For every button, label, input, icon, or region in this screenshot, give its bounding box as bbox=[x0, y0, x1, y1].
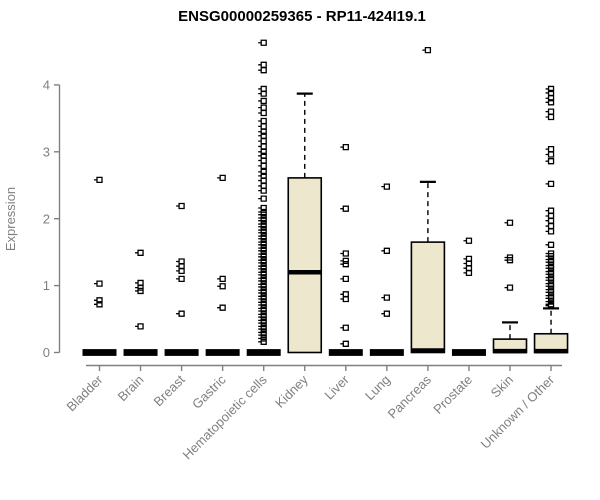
boxplot-unknown-other bbox=[533, 85, 569, 354]
x-category-label-lung: Lung bbox=[362, 372, 393, 403]
chart-title: ENSG00000259365 - RP11-424I19.1 bbox=[178, 8, 426, 25]
boxplot-bladder bbox=[82, 176, 117, 356]
zero-median-bar bbox=[369, 349, 404, 356]
x-category-label-unknown-other: Unknown / Other bbox=[478, 372, 558, 452]
zero-median-bar bbox=[164, 349, 199, 356]
outlier-points bbox=[135, 249, 144, 330]
x-category-label-pancreas: Pancreas bbox=[385, 372, 435, 422]
box-rect bbox=[410, 241, 446, 354]
x-category-label-bladder: Bladder bbox=[63, 372, 106, 415]
boxplot-skin bbox=[492, 219, 528, 354]
zero-median-bar bbox=[328, 349, 363, 356]
boxplot-hematopoietic-cells bbox=[246, 39, 281, 356]
zero-median-bar bbox=[123, 349, 158, 356]
x-category-label-skin: Skin bbox=[488, 372, 516, 400]
y-tick-label-1: 1 bbox=[43, 278, 50, 293]
y-tick-label-0: 0 bbox=[43, 345, 50, 360]
boxplot-liver bbox=[328, 143, 363, 356]
x-category-label-gastric: Gastric bbox=[189, 372, 229, 412]
box-rect bbox=[287, 177, 323, 354]
y-tick-label-4: 4 bbox=[43, 77, 50, 92]
y-axis-label: Expression bbox=[3, 187, 18, 251]
y-tick-label-3: 3 bbox=[43, 144, 50, 159]
boxplot-gastric bbox=[205, 174, 240, 356]
x-category-label-kidney: Kidney bbox=[272, 372, 311, 411]
outlier-points bbox=[422, 46, 432, 54]
zero-median-bar bbox=[246, 349, 281, 356]
boxplot-pancreas bbox=[410, 46, 446, 354]
boxplot-breast bbox=[164, 202, 199, 356]
x-category-label-prostate: Prostate bbox=[430, 372, 475, 417]
boxplot-brain bbox=[123, 249, 158, 356]
x-category-label-liver: Liver bbox=[321, 372, 352, 403]
outlier-points bbox=[217, 174, 226, 311]
x-category-label-breast: Breast bbox=[151, 372, 188, 409]
outlier-points bbox=[176, 202, 185, 317]
boxplot-kidney bbox=[287, 92, 323, 354]
zero-median-bar bbox=[82, 349, 117, 356]
zero-median-bar bbox=[451, 349, 486, 356]
outlier-points bbox=[94, 176, 103, 308]
outlier-points bbox=[463, 237, 473, 277]
outlier-points bbox=[258, 39, 267, 345]
x-category-label-brain: Brain bbox=[115, 372, 147, 404]
outlier-points bbox=[504, 219, 514, 291]
outlier-points bbox=[545, 85, 555, 309]
boxplot-prostate bbox=[451, 237, 486, 356]
zero-median-bar bbox=[205, 349, 240, 356]
outlier-points bbox=[340, 143, 349, 347]
y-tick-label-2: 2 bbox=[43, 211, 50, 226]
boxplot-lung bbox=[369, 183, 404, 356]
outlier-points bbox=[381, 183, 390, 317]
